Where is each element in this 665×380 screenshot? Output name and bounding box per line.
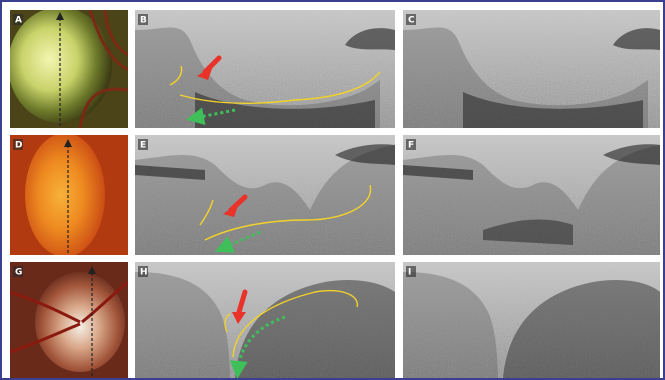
oct-scan [403, 10, 660, 128]
fundus-photo [10, 262, 128, 378]
panel-label: I [408, 268, 411, 278]
oct-scan [403, 262, 660, 378]
fundus-photo [10, 133, 128, 257]
panel-label: G [15, 268, 22, 278]
figure: A B C D E F G H I [0, 0, 665, 380]
panel-label: C [408, 16, 415, 26]
oct-scan [135, 262, 395, 378]
panel-label: A [15, 16, 22, 26]
body: ABCDEFGHI (() => { const data = JSON.par… [0, 0, 665, 380]
panel-label: F [408, 141, 414, 151]
page: {"panels": [ {"label": "A"}, {"label": "… [0, 0, 665, 380]
fundus-photo [8, 7, 128, 128]
oct-scan [135, 135, 395, 255]
oct-scan [135, 10, 395, 128]
panel-label: D [15, 141, 22, 151]
oct-scan [403, 135, 660, 255]
panel-label: H [140, 268, 148, 278]
panel-label: B [140, 16, 147, 26]
panel-label: E [140, 141, 146, 151]
